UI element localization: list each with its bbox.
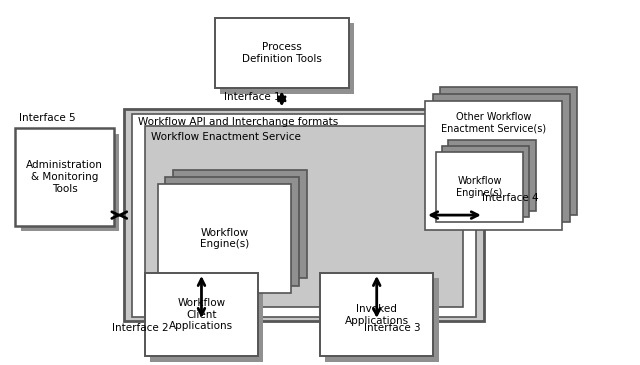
Text: Workflow Enactment Service: Workflow Enactment Service [151, 132, 301, 142]
Text: Interface 3: Interface 3 [364, 323, 420, 333]
Text: Other Workflow
Enactment Service(s): Other Workflow Enactment Service(s) [441, 112, 546, 134]
Bar [425, 101, 562, 230]
Text: Interface 5: Interface 5 [19, 113, 76, 123]
Text: Interface 1: Interface 1 [225, 92, 281, 102]
Text: Administration
& Monitoring
Tools: Administration & Monitoring Tools [26, 161, 103, 194]
Bar [20, 134, 119, 231]
Bar [145, 126, 463, 307]
Text: Interface 4: Interface 4 [483, 193, 539, 203]
Text: Workflow
Engine(s): Workflow Engine(s) [200, 228, 249, 249]
Bar [145, 273, 258, 356]
Text: Invoked
Applications: Invoked Applications [345, 304, 409, 326]
Text: Workflow
Client
Applications: Workflow Client Applications [170, 298, 234, 331]
Bar [215, 18, 349, 88]
Bar [320, 273, 433, 356]
Bar [440, 87, 577, 215]
Bar [150, 278, 263, 362]
Bar [220, 23, 354, 94]
Text: Workflow
Engine(s): Workflow Engine(s) [456, 176, 503, 198]
Bar [132, 114, 476, 316]
Bar [173, 170, 307, 278]
Bar [448, 140, 536, 211]
Text: Interface 2: Interface 2 [112, 323, 169, 333]
Bar [436, 152, 524, 222]
Bar [157, 184, 291, 293]
Bar [442, 146, 529, 216]
Bar [15, 128, 114, 226]
Bar [325, 278, 438, 362]
Text: Workflow API and Interchange formats: Workflow API and Interchange formats [138, 117, 339, 127]
Text: Process
Definition Tools: Process Definition Tools [242, 42, 322, 64]
Bar [165, 177, 299, 286]
Bar [124, 110, 484, 321]
Bar [433, 94, 570, 222]
